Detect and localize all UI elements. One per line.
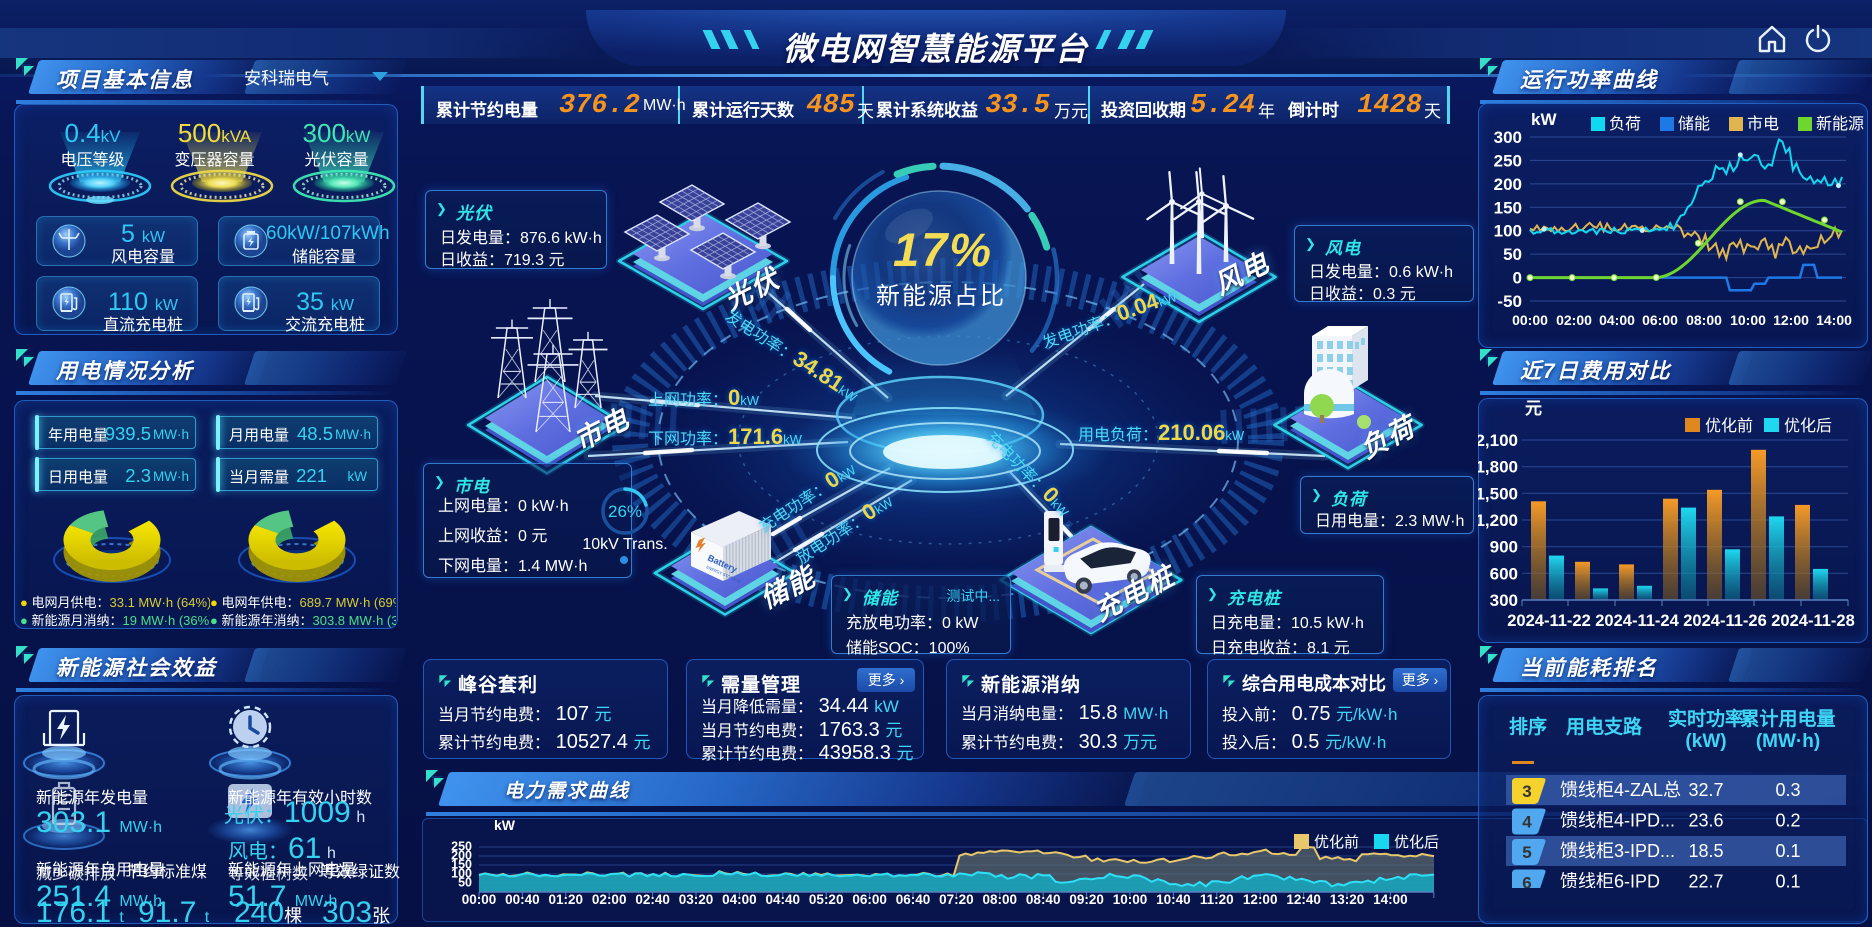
svg-text:排序: 排序	[1509, 715, 1547, 738]
svg-text:5: 5	[1522, 843, 1531, 862]
svg-text:(MW·h): (MW·h)	[1756, 731, 1820, 752]
svg-text:4: 4	[1522, 813, 1532, 832]
svg-text:200: 200	[1494, 175, 1522, 194]
svg-text:14:00: 14:00	[1373, 892, 1408, 907]
svg-text:00:40: 00:40	[505, 892, 540, 907]
svg-text:6: 6	[1522, 874, 1531, 893]
svg-text:13:20: 13:20	[1330, 892, 1365, 907]
svg-text:02:00: 02:00	[592, 892, 627, 907]
svg-text:1,800: 1,800	[1478, 458, 1518, 477]
svg-text:1,500: 1,500	[1478, 484, 1518, 503]
svg-text:优化前: 优化前	[1314, 834, 1359, 851]
svg-text:10:00: 10:00	[1730, 312, 1766, 328]
svg-text:10:00: 10:00	[1113, 892, 1148, 907]
svg-text:04:00: 04:00	[722, 892, 757, 907]
svg-text:50: 50	[1503, 245, 1522, 264]
svg-text:250: 250	[1494, 151, 1522, 170]
svg-text:优化后: 优化后	[1394, 834, 1439, 851]
svg-text:08:40: 08:40	[1026, 892, 1061, 907]
svg-text:3: 3	[1522, 782, 1531, 801]
svg-text:03:20: 03:20	[679, 892, 714, 907]
svg-text:08:00: 08:00	[983, 892, 1018, 907]
svg-text:0.1: 0.1	[1775, 841, 1800, 861]
svg-text:2024-11-28: 2024-11-28	[1771, 612, 1855, 630]
svg-text:馈线柜6-IPD: 馈线柜6-IPD	[1560, 872, 1660, 892]
svg-text:17%: 17%	[893, 223, 993, 276]
svg-text:600: 600	[1490, 564, 1518, 583]
svg-text:市电: 市电	[1747, 115, 1779, 133]
svg-text:18.5: 18.5	[1688, 841, 1723, 861]
svg-text:负荷: 负荷	[1609, 115, 1641, 133]
svg-text:新能源: 新能源	[1816, 115, 1864, 133]
svg-text:04:00: 04:00	[1599, 312, 1635, 328]
svg-text:-50: -50	[1497, 292, 1522, 311]
svg-text:00:00: 00:00	[462, 892, 497, 907]
svg-text:馈线柜3-IPD...: 馈线柜3-IPD...	[1560, 841, 1675, 861]
svg-text:0.3: 0.3	[1775, 780, 1800, 800]
svg-text:01:20: 01:20	[549, 892, 584, 907]
svg-text:00:00: 00:00	[1512, 312, 1548, 328]
svg-text:900: 900	[1490, 538, 1518, 557]
svg-text:1,200: 1,200	[1478, 511, 1518, 530]
svg-text:09:20: 09:20	[1069, 892, 1104, 907]
svg-text:优化前: 优化前	[1705, 417, 1753, 435]
svg-text:实时功率: 实时功率	[1668, 707, 1744, 730]
svg-text:用电支路: 用电支路	[1566, 715, 1643, 738]
svg-text:新能源占比: 新能源占比	[876, 283, 1006, 310]
svg-text:储能: 储能	[1678, 115, 1710, 133]
svg-text:(kW): (kW)	[1685, 731, 1726, 752]
svg-text:200: 200	[451, 849, 472, 863]
svg-text:12:00: 12:00	[1773, 312, 1809, 328]
svg-text:04:40: 04:40	[766, 892, 801, 907]
svg-text:100: 100	[1494, 222, 1522, 241]
svg-text:14:00: 14:00	[1816, 312, 1852, 328]
svg-text:0.2: 0.2	[1775, 811, 1800, 831]
svg-text:06:00: 06:00	[852, 892, 887, 907]
svg-text:08:00: 08:00	[1686, 312, 1722, 328]
svg-text:250: 250	[451, 840, 472, 854]
svg-text:02:40: 02:40	[635, 892, 670, 907]
svg-text:kW: kW	[494, 817, 516, 833]
svg-text:150: 150	[1494, 198, 1522, 217]
svg-text:2024-11-22: 2024-11-22	[1507, 612, 1591, 630]
svg-text:02:00: 02:00	[1556, 312, 1592, 328]
svg-text:2024-11-24: 2024-11-24	[1595, 612, 1679, 630]
svg-text:0: 0	[1513, 269, 1522, 288]
svg-text:06:40: 06:40	[896, 892, 931, 907]
svg-text:100: 100	[451, 867, 472, 881]
svg-text:kW: kW	[1531, 110, 1557, 129]
svg-text:07:20: 07:20	[939, 892, 974, 907]
svg-text:50: 50	[458, 876, 472, 890]
svg-text:06:00: 06:00	[1642, 312, 1678, 328]
svg-text:2,100: 2,100	[1478, 431, 1518, 450]
svg-text:10:40: 10:40	[1156, 892, 1191, 907]
svg-text:23.6: 23.6	[1688, 811, 1723, 831]
svg-text:300: 300	[1490, 591, 1518, 610]
svg-text:累计用电量: 累计用电量	[1740, 707, 1835, 730]
svg-text:32.7: 32.7	[1688, 780, 1723, 800]
svg-text:2024-11-26: 2024-11-26	[1683, 612, 1767, 630]
svg-text:12:40: 12:40	[1286, 892, 1321, 907]
svg-text:元: 元	[1525, 399, 1542, 418]
svg-text:150: 150	[451, 858, 472, 872]
svg-text:05:20: 05:20	[809, 892, 844, 907]
svg-text:馈线柜4-IPD...: 馈线柜4-IPD...	[1560, 811, 1675, 831]
svg-text:22.7: 22.7	[1688, 872, 1723, 892]
svg-text:11:20: 11:20	[1200, 892, 1234, 907]
svg-text:优化后: 优化后	[1784, 417, 1832, 435]
svg-text:12:00: 12:00	[1243, 892, 1278, 907]
svg-text:26%: 26%	[608, 502, 642, 521]
svg-text:馈线柜4-ZAL总: 馈线柜4-ZAL总	[1560, 780, 1681, 800]
svg-text:0.1: 0.1	[1775, 872, 1800, 892]
svg-text:300: 300	[1494, 128, 1522, 147]
